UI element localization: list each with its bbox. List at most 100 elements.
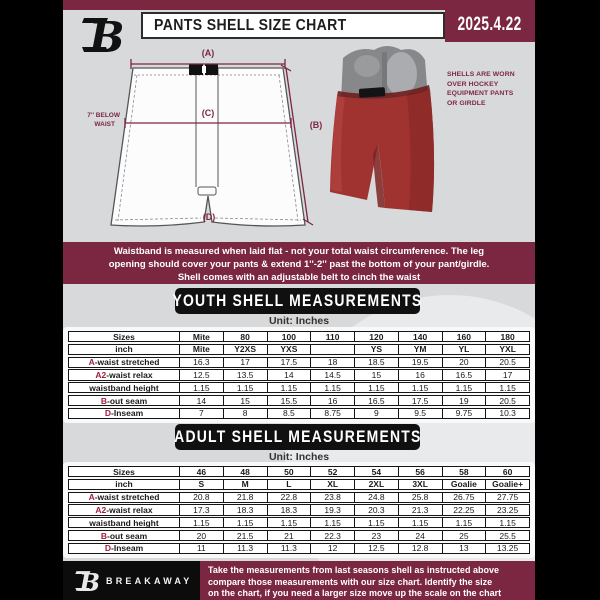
table-cell: 110 (310, 332, 354, 342)
footer-brand-box: B BREAKAWAY (63, 561, 200, 600)
svg-text:B: B (88, 13, 123, 59)
table-cell: 16 (397, 370, 442, 380)
table-cell: 3XL (397, 479, 442, 490)
table-cell: 8.5 (266, 408, 311, 419)
table-cell: 9.75 (441, 408, 486, 419)
table-cell: 1.15 (222, 518, 267, 528)
table-cell: Goalie (441, 479, 486, 490)
row-label: A2 -waist relax (69, 505, 179, 514)
table-cell: 160 (441, 332, 486, 342)
youth-section-heading: YOUTH SHELL MEASUREMENTS (173, 288, 421, 314)
table-cell: 1.15 (179, 383, 223, 393)
label-d: (D) (203, 212, 216, 222)
table-cell: 16 (310, 395, 354, 406)
adult-size-table: Sizes 46 48 50 52 54 56 58 60 inch S M L XL 2XL 3XL Goal… (68, 466, 530, 556)
table-cell (310, 344, 354, 355)
table-row: waistband height 1.15 1.15 1.15 1.15 1.15 1.15… (68, 517, 530, 529)
table-cell: M (222, 479, 267, 490)
table-cell: YL (441, 344, 486, 355)
table-cell: YXS (266, 344, 311, 355)
adult-section-heading: ADULT SHELL MEASUREMENTS (174, 424, 420, 450)
row-label: D -Inseam (69, 544, 179, 553)
table-cell: 11 (179, 543, 223, 554)
table-cell: 1.15 (485, 383, 529, 393)
table-row: A2 -waist relax 12.5 13.5 14 14.5 15 16 16.5 17 (68, 369, 530, 381)
brand-name: BREAKAWAY (106, 575, 193, 586)
youth-size-table: Sizes Mite 80 100 110 120 140 160 180 inch Mite Y2X… (68, 331, 530, 421)
table-cell: 48 (222, 467, 267, 477)
table-row: A -waist stretched 20.8 21.8 22.8 23.8 24.8 25.… (68, 491, 530, 503)
row-label-text: Sizes (113, 467, 135, 477)
table-row: Sizes 46 48 50 52 54 56 58 60 (68, 466, 530, 478)
table-cell: 12.8 (397, 543, 442, 554)
table-cell: 1.15 (354, 383, 398, 393)
table-cell: 1.15 (266, 383, 311, 393)
row-label: Sizes (69, 467, 179, 476)
table-cell: 10.3 (485, 408, 529, 419)
table-cell: 18.5 (354, 357, 398, 367)
row-label-text: -Inseam (111, 543, 144, 554)
table-cell: 18.3 (222, 505, 267, 515)
row-label-prefix: A2 (95, 370, 107, 380)
shorts-outline (110, 67, 306, 227)
table-cell: 14 (266, 370, 311, 380)
belt-buckle (189, 64, 203, 75)
table-cell: 27.75 (485, 492, 529, 502)
row-label-text: waistband height (89, 518, 159, 528)
photo-note: SHELLS ARE WORN OVER HOCKEY EQUIPMENT PA… (447, 70, 531, 108)
date-badge: 2025.4.22 (445, 8, 535, 42)
table-cell: 140 (397, 332, 442, 342)
table-row: B -out seam 14 15 15.5 16 16.5 17.5 19 20.5 (68, 394, 530, 407)
table-cell: 25.5 (485, 530, 529, 541)
footer-line: compare those measurements with our size… (208, 576, 493, 587)
table-cell: L (266, 479, 311, 490)
table-cell: 12.5 (179, 370, 223, 380)
measure-line-b (280, 64, 314, 226)
row-label-prefix: B (100, 395, 107, 406)
table-cell: 17 (222, 357, 267, 367)
table-cell: 12 (310, 543, 354, 554)
row-label: A -waist stretched (69, 493, 179, 502)
table-cell: 13 (441, 543, 486, 554)
row-label-text: -out seam (106, 530, 148, 541)
photo-note-line: EQUIPMENT PANTS (447, 90, 514, 98)
table-cell: Mite (179, 332, 223, 342)
table-cell: Mite (179, 344, 223, 355)
table-cell: Y2XS (222, 344, 267, 355)
table-cell: 22.8 (266, 492, 311, 502)
table-cell: 54 (354, 467, 398, 477)
table-cell: 21.5 (222, 530, 267, 541)
row-label-text: -out seam (106, 395, 148, 406)
row-label-text: Sizes (113, 332, 135, 342)
table-cell: 23 (354, 530, 398, 541)
table-cell: 56 (397, 467, 442, 477)
row-label-prefix: D (104, 408, 111, 419)
table-cell: 23.8 (310, 492, 354, 502)
table-cell: 20.3 (354, 505, 398, 515)
table-cell: 46 (179, 467, 223, 477)
table-cell: 16.5 (441, 370, 486, 380)
photo-note-line: OVER HOCKEY (447, 80, 499, 88)
table-cell: YS (354, 344, 398, 355)
table-cell: 58 (441, 467, 486, 477)
table-cell: 1.15 (222, 383, 267, 393)
table-cell: 15.5 (266, 395, 311, 406)
page-title: PANTS SHELL SIZE CHART (154, 16, 347, 34)
row-label-text: inch (115, 344, 133, 355)
table-cell: 17 (485, 370, 529, 380)
table-cell: 1.15 (441, 383, 486, 393)
table-cell: 2XL (354, 479, 398, 490)
table-cell: 25.8 (397, 492, 442, 502)
table-cell: 120 (354, 332, 398, 342)
table-cell: 23.25 (485, 505, 529, 515)
table-row: waistband height 1.15 1.15 1.15 1.15 1.15 1.15… (68, 382, 530, 394)
table-cell: 1.15 (397, 383, 442, 393)
table-cell: 8.75 (310, 408, 354, 419)
row-label-prefix: A (88, 357, 95, 367)
row-label-text: -waist relax (106, 505, 153, 515)
table-row: D -Inseam 7 8 8.5 8.75 9 9.5 9.75 10.3 (68, 407, 530, 420)
table-cell: YXL (485, 344, 529, 355)
svg-text:B: B (78, 567, 99, 594)
photo-note-line: OR GIRDLE (447, 99, 486, 107)
table-cell: 24 (397, 530, 442, 541)
